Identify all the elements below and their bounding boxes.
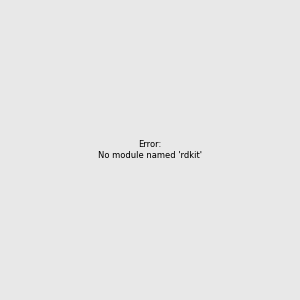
Text: Error:
No module named 'rdkit': Error: No module named 'rdkit' (98, 140, 202, 160)
